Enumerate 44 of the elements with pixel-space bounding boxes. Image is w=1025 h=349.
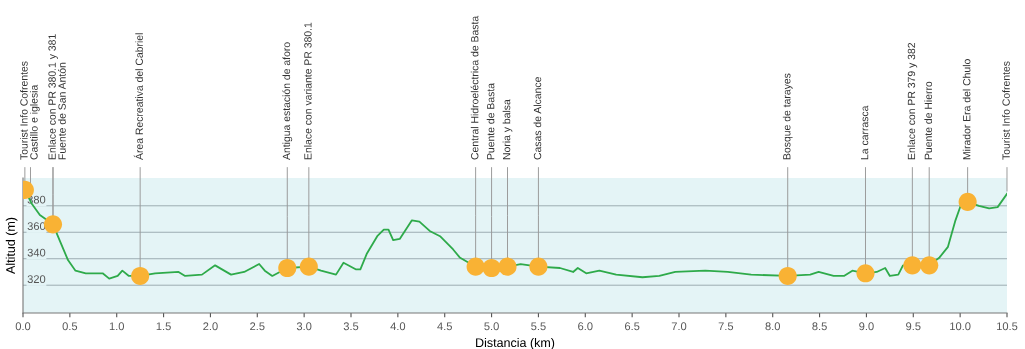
annotation: Área Recreativa del Cabriel [133, 33, 143, 160]
annotation: Noria y balsa [502, 99, 513, 160]
x-tick-label: 8.0 [765, 322, 780, 331]
y-tick-label: 340 [27, 248, 46, 257]
annotation: Puente de Hierro [924, 81, 933, 160]
annotation: Central Hidroeléctrica de Basta [470, 15, 479, 160]
annotation: Enlace con variante PR 380.1 [303, 22, 312, 160]
x-tick-label: 1.5 [156, 322, 171, 331]
x-tick-label: 5.0 [484, 322, 499, 331]
x-axis-title: Distancia (km) [476, 337, 555, 349]
annotation: Bosque de tarayes [782, 73, 793, 160]
x-tick-label: 8.5 [812, 322, 827, 331]
x-tick-label: 6.0 [578, 322, 593, 331]
annotation: Casas de Alcance [533, 77, 542, 160]
x-tick-label: 4.0 [390, 322, 406, 331]
annotation: Fuente de San Antón [58, 62, 66, 160]
annotation: Castillo e iglesia [30, 84, 40, 160]
annotation: Puente de Basta [486, 82, 495, 160]
x-tick-label: 10.5 [997, 322, 1018, 331]
annotation: Tourist Info Cofrentes [1002, 61, 1010, 160]
x-tick-label: 10.0 [950, 322, 971, 331]
y-tick-label: 360 [27, 222, 46, 231]
x-tick-label: 9.5 [906, 322, 921, 331]
x-tick-label: 2.0 [203, 322, 218, 331]
x-tick-label: 5.5 [531, 322, 546, 331]
x-tick-label: 6.5 [624, 322, 640, 331]
y-axis-title: Altitud (m) [5, 217, 18, 274]
x-tick-label: 3.5 [343, 322, 359, 331]
x-tick-label: 9.0 [859, 322, 874, 331]
annotation: Antigua estación de aforo [282, 42, 293, 160]
y-tick-label: 320 [27, 275, 46, 284]
x-tick-label: 0.0 [15, 322, 31, 331]
annotation: La carrasca [861, 105, 869, 160]
annotation: Enlace con PR 380.1 y 381 [48, 34, 58, 160]
x-tick-label: 4.5 [437, 322, 452, 331]
x-tick-label: 0.5 [62, 322, 78, 331]
x-tick-label: 7.5 [718, 322, 734, 331]
x-tick-label: 3.0 [296, 322, 312, 331]
annotation: Tourist Info Cofrentes [20, 61, 28, 160]
x-tick-label: 2.5 [250, 322, 265, 331]
x-tick-label: 7.0 [671, 322, 687, 331]
annotation: Enlace con PR 379 y 382 [907, 42, 918, 160]
x-tick-label: 1.0 [109, 322, 124, 331]
annotation: Mirador Era del Chulo [962, 59, 971, 160]
